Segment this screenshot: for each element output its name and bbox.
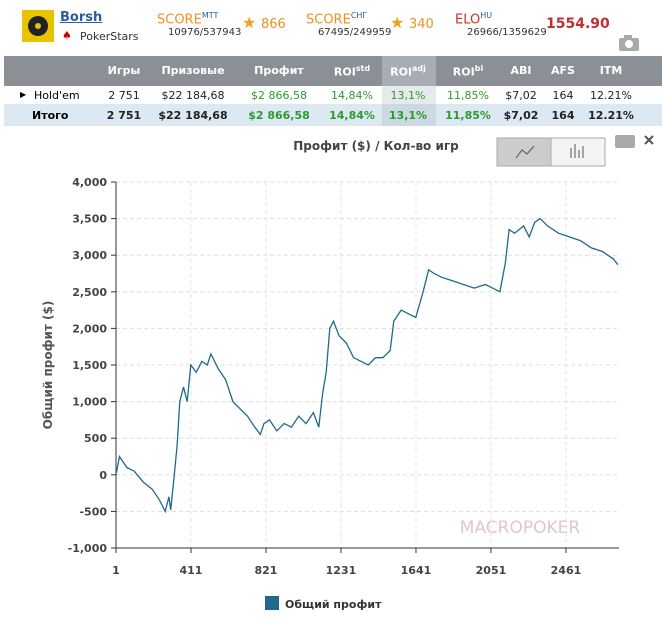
column-header: ITM — [566, 64, 656, 77]
legend-label: Общий профит — [285, 598, 382, 611]
cell-value: 14,84% — [329, 109, 375, 122]
star: ★ — [390, 13, 405, 32]
score-sup: MTT — [201, 11, 219, 20]
column-header-text: AFS — [551, 64, 575, 77]
star: ★ — [242, 13, 257, 32]
column-header-text: Профит — [254, 64, 304, 77]
cell-value: 2 751 — [106, 109, 142, 122]
avatar — [22, 10, 54, 42]
y-tick-label: -500 — [79, 505, 107, 518]
column-highlight — [382, 56, 436, 86]
x-tick-label: 2051 — [476, 564, 507, 577]
column-header-text: ROI — [390, 65, 413, 79]
x-tick-label: 411 — [180, 564, 203, 577]
y-tick-label: 3,500 — [72, 213, 107, 226]
y-axis-label: Общий профит ($) — [41, 301, 55, 430]
user-name[interactable]: Borsh — [60, 10, 103, 25]
column-header: Призовые — [148, 64, 238, 77]
y-tick-label: 1,000 — [72, 396, 107, 409]
legend-swatch — [265, 596, 279, 610]
chart: Профит ($) / Кол-во игр Общий профит ($)… — [41, 135, 654, 611]
watermark: MACROPOKER — [460, 518, 581, 538]
column-highlight — [382, 86, 436, 126]
elo-label: ELO — [455, 12, 481, 28]
x-tick-label: 1641 — [401, 564, 432, 577]
bar-button[interactable] — [550, 137, 606, 167]
cell-value: $7,02 — [505, 89, 537, 102]
column-header-text: ABI — [510, 64, 532, 77]
column-header: ABI — [476, 64, 566, 77]
column-header: AFS — [518, 64, 608, 77]
room-icon: ♠ — [62, 29, 72, 42]
cell-value: 164 — [551, 109, 575, 122]
row-label: Итого — [32, 109, 69, 122]
elo-label: ELOHU — [455, 11, 492, 27]
column-header: ROIstd — [307, 64, 397, 79]
column-header-text: ROI — [452, 65, 475, 79]
score-value: 340 — [409, 17, 434, 32]
score-rank: 67495/249959 — [318, 27, 392, 38]
y-tick-label: 1,500 — [72, 359, 107, 372]
x-tick-label: 2461 — [551, 564, 582, 577]
chart-title: Профит ($) / Кол-во игр — [293, 139, 459, 153]
y-tick-label: -1,000 — [68, 542, 108, 555]
cell-value: 12.21% — [590, 89, 632, 102]
column-header-sup: bi — [474, 64, 484, 73]
column-header-text: ROI — [333, 65, 356, 79]
elo-value: 1554.90 — [546, 16, 610, 32]
score-label: SCOREMTT — [157, 11, 218, 27]
score-label: SCORE — [306, 12, 351, 28]
score-sup: СНГ — [350, 11, 368, 20]
y-tick-label: 2,000 — [72, 322, 107, 335]
elo-rank: 26966/1359629 — [467, 27, 547, 38]
column-header-text: Игры — [107, 64, 141, 77]
table-header — [4, 56, 662, 86]
score-rank: 10976/537943 — [168, 27, 242, 38]
row-label: Hold'em — [34, 89, 80, 102]
cell-value: 13,1% — [388, 109, 428, 122]
elo-sup: HU — [480, 11, 493, 20]
y-tick-label: 500 — [84, 432, 107, 445]
cell-value: $2 866,58 — [248, 109, 310, 122]
score-value: 866 — [261, 17, 286, 32]
y-tick-label: 4,000 — [72, 176, 107, 189]
cell-value: $22 184,68 — [161, 89, 225, 102]
room: PokerStars — [80, 30, 139, 43]
x-tick-label: 821 — [255, 564, 278, 577]
camera-icon[interactable] — [615, 135, 635, 148]
column-header: ROIbi — [423, 64, 513, 79]
x-tick-label: 1231 — [326, 564, 357, 577]
cell-value: 11,85% — [447, 89, 489, 102]
y-tick-label: 3,000 — [72, 249, 107, 262]
close-button[interactable] — [644, 135, 654, 145]
column-header-text: Призовые — [161, 64, 225, 77]
cell-value: $22 184,68 — [158, 109, 228, 122]
cell-value: 2 751 — [108, 89, 140, 102]
y-tick-label: 0 — [99, 469, 107, 482]
line-icon — [515, 145, 535, 159]
cell-value: 14,84% — [331, 89, 373, 102]
cell-value: 12.21% — [588, 109, 634, 122]
cell-value: 11,85% — [445, 109, 491, 122]
column-header: ROIadj — [363, 64, 453, 79]
y-tick-label: 2,500 — [72, 286, 107, 299]
column-header-sup: adj — [412, 64, 426, 73]
column-header-sup: std — [355, 64, 371, 73]
x-tick-label: 1 — [112, 564, 120, 577]
score-label: SCORE — [157, 12, 202, 28]
expand-arrow: ▶ — [20, 90, 27, 99]
cell-value: 13,1% — [390, 89, 426, 102]
cell-value: $7,02 — [503, 109, 539, 122]
column-header: Игры — [79, 64, 169, 77]
bar-icon — [570, 144, 584, 158]
column-header: Профит — [234, 64, 324, 77]
column-header-text: ITM — [599, 64, 623, 77]
camera-icon[interactable] — [618, 34, 640, 52]
series-line — [115, 217, 619, 514]
score-label: SCOREСНГ — [306, 11, 367, 27]
total-row-bg — [4, 104, 662, 126]
cell-value: $2 866,58 — [251, 89, 307, 102]
cell-value: 164 — [552, 89, 574, 102]
